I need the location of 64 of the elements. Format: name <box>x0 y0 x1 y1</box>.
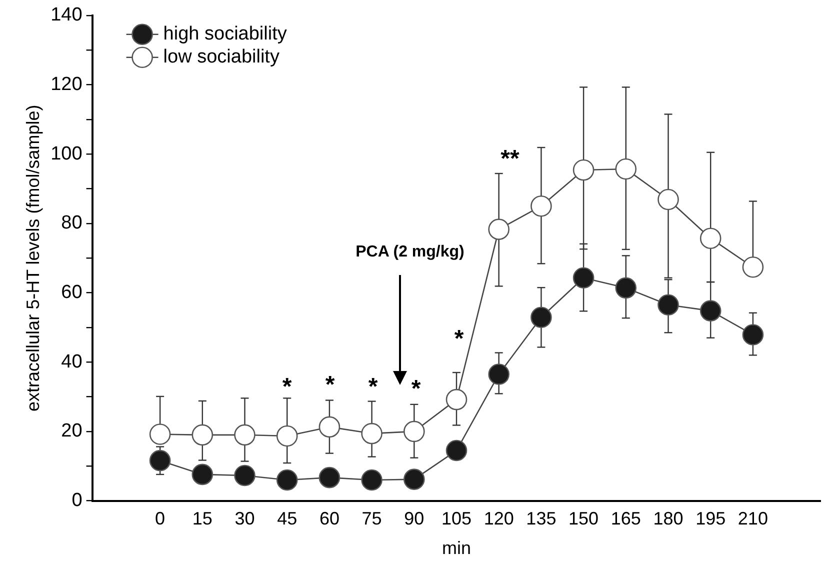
x-tick-label: 195 <box>696 508 726 529</box>
point <box>404 420 425 442</box>
y-tick-label: 100 <box>50 143 82 164</box>
legend-label: low sociability <box>163 46 280 68</box>
y-tick-label: 40 <box>61 351 82 372</box>
point <box>615 277 637 299</box>
point <box>658 294 679 316</box>
point <box>488 218 510 240</box>
point <box>318 466 340 488</box>
x-tick-label: 210 <box>738 508 768 529</box>
point <box>192 464 214 486</box>
y-tick-label: 0 <box>72 490 82 512</box>
point <box>446 388 468 410</box>
annotation: * <box>282 374 292 401</box>
y-tick-label: 80 <box>61 212 82 234</box>
point <box>276 469 298 491</box>
point <box>234 464 256 486</box>
y-tick-label: 120 <box>50 74 82 95</box>
point <box>149 424 171 445</box>
point <box>572 159 594 181</box>
annotation: * <box>368 374 378 401</box>
annotation: * <box>325 372 336 399</box>
x-tick-label: 30 <box>234 508 255 529</box>
x-tick-label: 165 <box>610 508 641 529</box>
point <box>446 440 468 462</box>
point <box>318 416 340 438</box>
x-tick-label: 105 <box>441 508 472 529</box>
annotation: * <box>454 326 464 353</box>
x-tick-label: 180 <box>653 508 684 529</box>
annotation: PCA (2 mg/kg) <box>356 243 464 260</box>
y-tick-label: 60 <box>61 282 82 304</box>
y-tick-label: 20 <box>61 420 82 442</box>
x-tick-label: 135 <box>526 508 556 529</box>
x-tick-label: 90 <box>404 508 424 529</box>
point <box>276 425 298 447</box>
point <box>192 424 214 446</box>
y-axis-title: extracellular 5-HT levels (fmol/sample) <box>22 104 43 412</box>
annotation: * <box>411 376 422 403</box>
y-tick-label: 140 <box>50 4 82 26</box>
point <box>361 469 382 491</box>
point <box>361 422 382 444</box>
legend-label: high sociability <box>163 24 288 45</box>
point <box>615 158 637 180</box>
x-tick-label: 75 <box>362 508 382 529</box>
point <box>234 424 256 446</box>
point <box>700 228 722 249</box>
point <box>149 450 171 472</box>
x-axis-title: min <box>442 538 472 558</box>
point <box>658 188 679 210</box>
x-tick-label: 60 <box>319 508 340 529</box>
point <box>530 195 552 217</box>
annotation: ** <box>500 146 520 173</box>
point <box>572 267 594 289</box>
point <box>404 468 425 490</box>
x-tick-label: 150 <box>568 508 599 529</box>
point <box>700 300 722 322</box>
point <box>530 306 552 328</box>
point <box>742 256 764 278</box>
x-tick-label: 0 <box>155 508 166 529</box>
point <box>488 364 510 385</box>
point <box>742 324 764 346</box>
x-tick-label: 15 <box>192 508 212 529</box>
x-tick-label: 120 <box>484 508 514 529</box>
x-tick-label: 45 <box>277 508 298 529</box>
